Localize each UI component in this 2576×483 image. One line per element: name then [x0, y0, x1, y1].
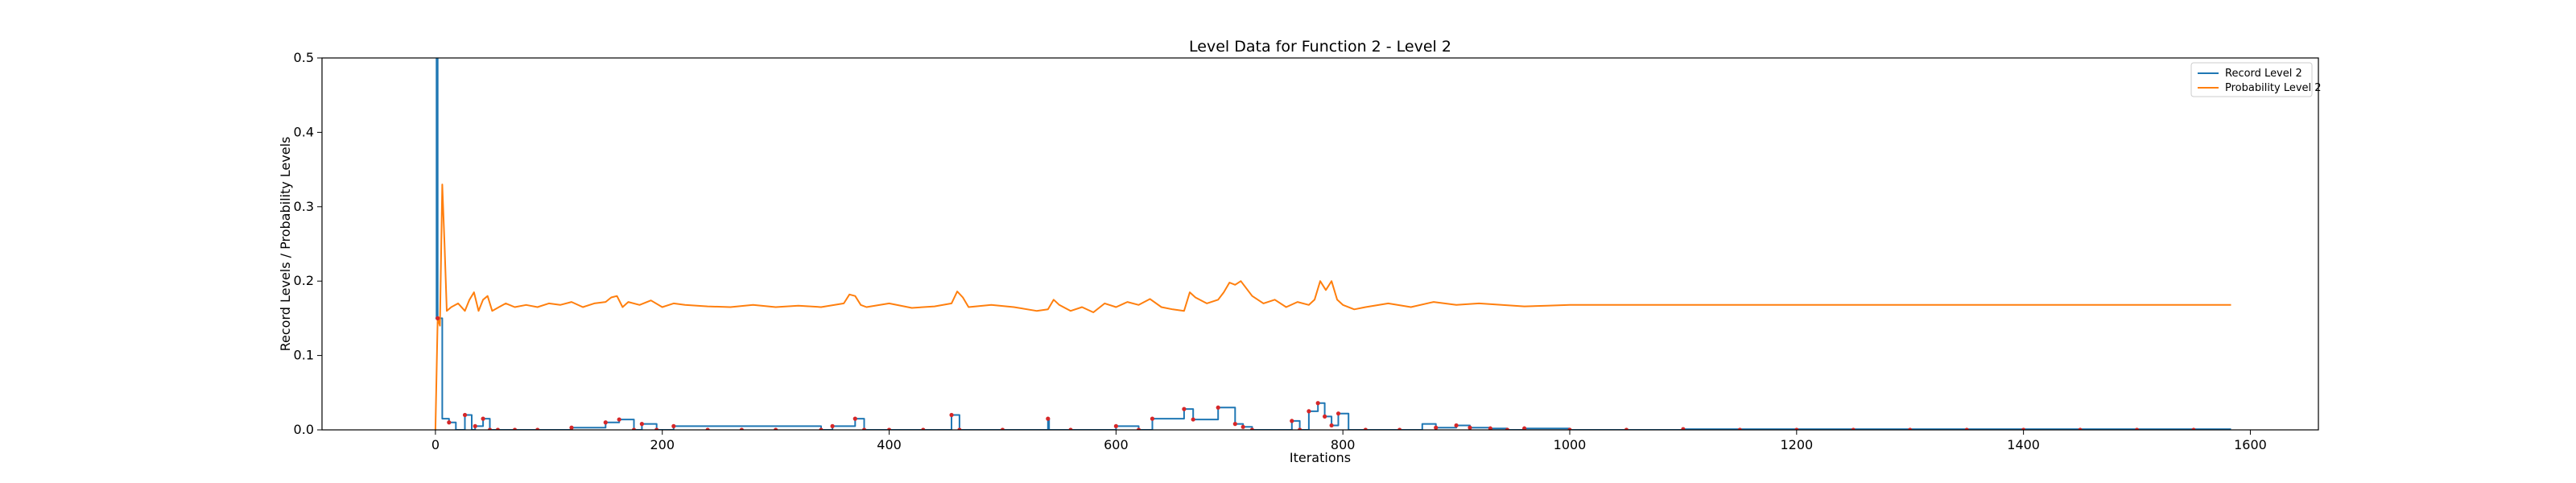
record-marker — [1329, 423, 1334, 428]
record-marker — [2021, 427, 2026, 430]
record-marker — [1068, 427, 1073, 430]
record-marker — [1567, 427, 1572, 430]
record-marker — [1241, 424, 1245, 429]
y-tick-label: 0.0 — [294, 422, 314, 437]
record-marker — [949, 412, 954, 418]
record-marker — [535, 427, 540, 430]
record-marker — [2191, 427, 2196, 430]
record-marker — [1232, 422, 1237, 427]
record-marker — [1522, 426, 1527, 430]
record-marker — [1335, 411, 1341, 416]
record-marker — [1216, 405, 1220, 410]
record-marker — [1307, 409, 1311, 414]
record-marker — [2134, 427, 2140, 430]
record-marker — [819, 427, 824, 430]
record-marker — [852, 416, 857, 421]
record-marker — [639, 422, 644, 427]
record-marker — [1737, 427, 1742, 430]
record-marker — [1505, 427, 1510, 430]
record-marker — [1434, 425, 1439, 430]
y-tick-label: 0.3 — [294, 199, 314, 214]
record-marker — [1488, 426, 1492, 430]
record-marker — [1182, 407, 1187, 411]
record-marker — [1150, 416, 1155, 421]
record-marker — [921, 427, 926, 430]
record-marker — [774, 427, 778, 430]
record-marker — [1363, 427, 1368, 430]
record-marker — [512, 427, 518, 430]
x-axis-label: Iterations — [1290, 450, 1351, 465]
record-marker — [1000, 427, 1005, 430]
record-marker — [462, 412, 468, 418]
x-tick-label: 1600 — [2234, 437, 2267, 452]
legend-box — [2190, 62, 2313, 97]
record-marker — [481, 416, 485, 421]
record-marker — [495, 427, 501, 430]
y-tick-label: 0.1 — [294, 348, 314, 363]
record-marker — [1908, 427, 1913, 430]
record-marker — [1794, 427, 1799, 430]
record-marker — [739, 427, 744, 430]
record-marker — [1851, 427, 1856, 430]
record-marker — [1191, 417, 1195, 422]
record-marker — [1397, 427, 1402, 430]
record-marker — [654, 427, 659, 430]
record-level-series — [435, 58, 2231, 430]
x-tick-label: 0 — [431, 437, 440, 452]
probability-level-series — [434, 184, 2231, 430]
record-marker — [617, 417, 621, 422]
x-tick-label: 400 — [877, 437, 902, 452]
y-axis-label: Record Levels / Probability Levels — [278, 137, 293, 352]
record-marker — [1964, 427, 1969, 430]
record-marker — [957, 427, 962, 430]
record-marker — [2078, 427, 2083, 430]
record-marker — [1046, 416, 1051, 421]
record-marker — [436, 316, 440, 320]
record-marker — [886, 427, 892, 430]
record-marker — [473, 423, 477, 428]
record-marker — [1323, 414, 1327, 419]
record-marker — [1681, 427, 1686, 430]
record-marker — [487, 427, 493, 430]
y-tick-label: 0.5 — [294, 50, 314, 65]
x-tick-label: 600 — [1104, 437, 1129, 452]
legend: Record Level 2 Probability Level 2 — [2190, 62, 2322, 97]
record-marker — [603, 420, 608, 425]
x-tick-label: 1400 — [2007, 437, 2040, 452]
record-marker — [861, 427, 867, 430]
plot-area — [434, 58, 2231, 430]
x-axis: 0 200 400 600 800 1000 1200 1400 1600 — [431, 430, 2267, 452]
axes-frame — [321, 57, 2319, 431]
record-marker — [705, 427, 710, 430]
record-marker — [631, 427, 637, 430]
record-marker — [671, 423, 676, 428]
record-marker — [1290, 419, 1294, 423]
record-marker — [1454, 423, 1459, 428]
y-axis: 0.0 0.1 0.2 0.3 0.4 0.5 — [294, 50, 322, 437]
x-tick-label: 200 — [650, 437, 675, 452]
chart-title: Level Data for Function 2 - Level 2 — [1189, 38, 1451, 56]
x-tick-label: 1200 — [1780, 437, 1813, 452]
record-marker — [1468, 425, 1472, 430]
x-tick-label: 1000 — [1554, 437, 1587, 452]
record-marker — [1298, 427, 1302, 430]
legend-label: Probability Level 2 — [2225, 82, 2322, 94]
y-tick-label: 0.4 — [294, 124, 314, 139]
record-marker — [1315, 401, 1320, 406]
record-marker — [1624, 427, 1629, 430]
x-tick-label: 800 — [1331, 437, 1356, 452]
record-marker — [569, 425, 574, 430]
record-marker — [830, 423, 835, 428]
record-marker — [1113, 423, 1118, 428]
record-marker — [447, 420, 452, 425]
record-marker — [1249, 427, 1255, 430]
y-tick-label: 0.2 — [294, 273, 314, 288]
legend-label: Record Level 2 — [2225, 68, 2302, 80]
record-marker — [1136, 427, 1141, 430]
